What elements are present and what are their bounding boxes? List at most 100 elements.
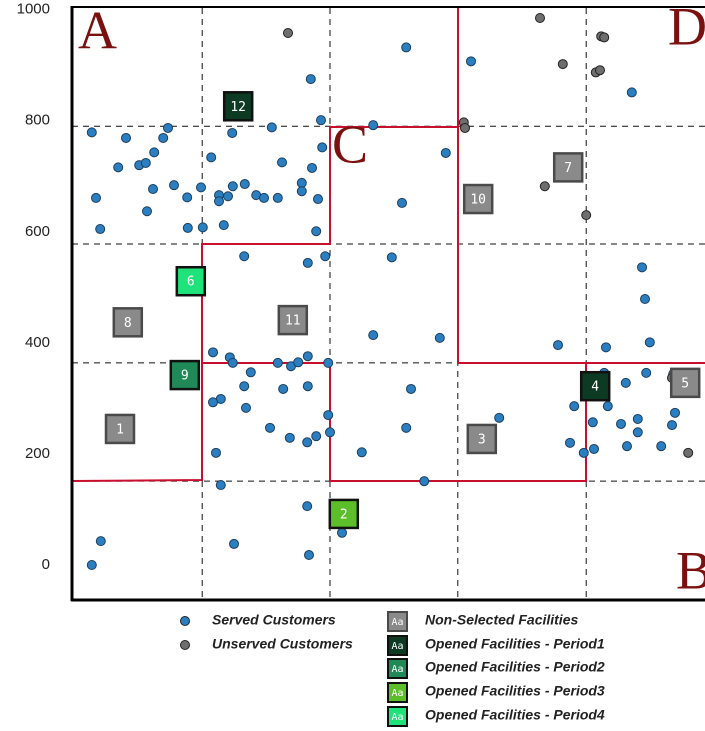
y-tick-label: 600 bbox=[25, 223, 50, 240]
legend-marker bbox=[180, 640, 190, 650]
customer-point bbox=[239, 179, 250, 190]
legend-label: Unserved Customers bbox=[212, 636, 353, 652]
customer-point bbox=[214, 196, 224, 207]
customer-point bbox=[466, 56, 476, 67]
facility-label: 10 bbox=[470, 193, 486, 208]
customer-point bbox=[323, 410, 334, 421]
customer-point bbox=[245, 367, 256, 378]
customer-point bbox=[581, 210, 592, 221]
customer-point bbox=[169, 180, 179, 191]
customer-point bbox=[626, 87, 637, 98]
customer-point bbox=[419, 476, 430, 487]
customer-point bbox=[229, 538, 239, 549]
customer-point bbox=[644, 337, 655, 348]
customer-point bbox=[206, 152, 217, 163]
customer-point bbox=[158, 132, 169, 143]
customer-point bbox=[277, 157, 287, 168]
customer-point bbox=[223, 191, 233, 202]
customer-point bbox=[227, 357, 238, 368]
customer-point bbox=[589, 443, 599, 454]
customer-point bbox=[208, 397, 218, 408]
y-tick-label: 1000 bbox=[17, 1, 50, 18]
customer-point bbox=[368, 120, 379, 131]
customer-point bbox=[316, 115, 326, 126]
customer-point bbox=[602, 401, 613, 412]
customer-point bbox=[656, 441, 667, 452]
legend-label: Opened Facilities - Period2 bbox=[425, 659, 605, 675]
facility bbox=[112, 307, 144, 338]
legend: Served Customers Unserved Customers Aa Non-… bbox=[180, 611, 605, 727]
customer-point bbox=[142, 206, 152, 217]
grid bbox=[72, 8, 705, 600]
boundary bbox=[202, 362, 587, 482]
legend-label: Opened Facilities - Period3 bbox=[425, 683, 605, 699]
customer-point bbox=[304, 550, 314, 561]
customer-point bbox=[278, 383, 289, 394]
customer-point bbox=[283, 27, 293, 38]
customer-point bbox=[553, 340, 563, 351]
facility-label: 2 bbox=[340, 507, 348, 522]
customer-point bbox=[196, 182, 206, 193]
customer-point bbox=[296, 177, 307, 188]
customer-point bbox=[440, 147, 451, 158]
customer-point bbox=[149, 147, 160, 158]
region-label: A bbox=[78, 0, 117, 60]
customer-point bbox=[595, 65, 605, 76]
legend-swatch-text: Aa bbox=[391, 617, 403, 628]
customer-point bbox=[317, 142, 328, 153]
customer-point bbox=[386, 252, 397, 263]
facility bbox=[175, 265, 207, 297]
y-tick-label: 800 bbox=[25, 112, 50, 129]
customer-point bbox=[302, 351, 313, 362]
customer-point bbox=[565, 437, 575, 448]
customer-point bbox=[227, 181, 238, 192]
y-tick-label: 0 bbox=[42, 556, 50, 573]
customer-point bbox=[307, 162, 317, 173]
customer-point bbox=[227, 127, 238, 138]
facility-label: 9 bbox=[181, 369, 189, 384]
customer-point bbox=[163, 122, 173, 133]
customer-point bbox=[272, 192, 283, 203]
customer-point bbox=[239, 251, 250, 262]
customer-point bbox=[91, 192, 101, 203]
facility bbox=[669, 367, 701, 399]
customer-point bbox=[667, 420, 677, 431]
legend-swatch bbox=[387, 658, 408, 679]
legend-label: Opened Facilities - Period1 bbox=[425, 636, 605, 652]
customer-point bbox=[368, 330, 379, 341]
customer-point bbox=[218, 220, 229, 231]
customer-point bbox=[208, 347, 218, 358]
legend-marker bbox=[180, 616, 190, 626]
region-label: C bbox=[332, 114, 368, 174]
customer-point bbox=[587, 417, 598, 428]
customer-point bbox=[434, 332, 445, 343]
customer-point bbox=[148, 184, 158, 195]
facility bbox=[222, 91, 254, 122]
customer-point bbox=[535, 12, 545, 23]
customer-point bbox=[641, 367, 652, 378]
facility bbox=[552, 152, 584, 183]
customer-point bbox=[401, 42, 412, 53]
customer-point bbox=[616, 418, 626, 429]
facility-label: 6 bbox=[187, 275, 195, 290]
customer-point bbox=[266, 122, 277, 133]
customer-point bbox=[113, 162, 124, 173]
customer-point bbox=[302, 381, 313, 392]
customer-point bbox=[397, 197, 407, 208]
legend-swatch-text: Aa bbox=[391, 688, 403, 699]
customer-point bbox=[182, 192, 193, 203]
facility bbox=[579, 370, 611, 402]
customer-point bbox=[265, 422, 275, 433]
legend-label: Opened Facilities - Period4 bbox=[425, 707, 605, 723]
customer-point bbox=[401, 422, 412, 433]
customer-point bbox=[683, 447, 694, 458]
customer-point bbox=[406, 383, 416, 394]
legend-label: Non-Selected Facilities bbox=[425, 612, 578, 628]
customer-point bbox=[323, 357, 334, 368]
facility-label: 5 bbox=[681, 376, 689, 391]
facility-label: 8 bbox=[124, 316, 132, 331]
customer-point bbox=[95, 224, 106, 235]
facility-label: 12 bbox=[230, 100, 246, 115]
facility-label: 4 bbox=[591, 380, 599, 395]
customer-point bbox=[640, 294, 650, 305]
